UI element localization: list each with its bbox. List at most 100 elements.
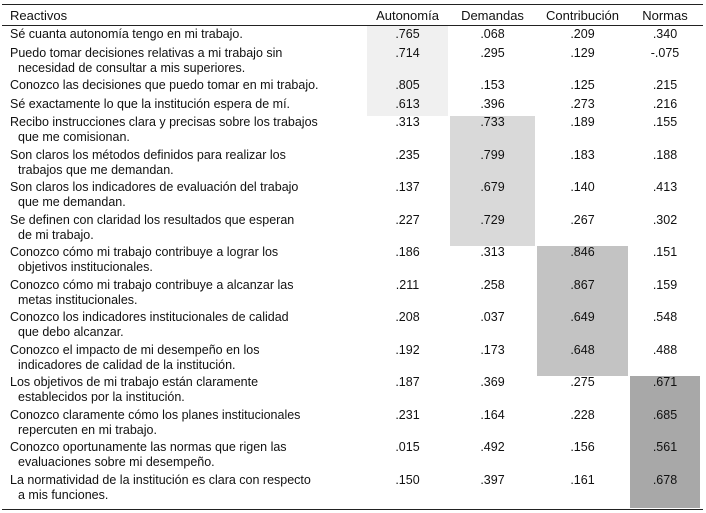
item-text: Se definen con claridad los resultados q… xyxy=(10,212,295,227)
loading-value: .649 xyxy=(570,310,595,324)
loading-value: .267 xyxy=(570,212,595,227)
item-text: Son claros los métodos definidos para re… xyxy=(10,147,286,162)
loading-value: .340 xyxy=(652,27,678,41)
loading-value: .678 xyxy=(652,472,678,487)
loading-value: .561 xyxy=(652,440,678,454)
loading-value: .613 xyxy=(395,96,420,111)
top-rule xyxy=(2,4,703,5)
item-text: Conozco las decisiones que puedo tomar e… xyxy=(10,78,319,92)
loading-value: .189 xyxy=(570,115,595,129)
item-text: que debo alcanzar. xyxy=(18,325,124,339)
item-text: objetivos institucionales. xyxy=(18,260,153,274)
loading-value: .313 xyxy=(395,115,420,129)
loading-value: .209 xyxy=(570,27,595,41)
loading-value: .235 xyxy=(395,147,420,162)
column-header: Contribución xyxy=(546,8,619,23)
loading-value: .413 xyxy=(652,180,678,194)
item-text: establecidos por la institución. xyxy=(18,390,185,404)
item-text: repercuten en mi trabajo. xyxy=(18,422,157,437)
loading-value: .733 xyxy=(480,115,505,129)
loading-value: .015 xyxy=(395,440,420,454)
loading-value: .302 xyxy=(652,212,678,227)
loading-value: .161 xyxy=(570,472,595,487)
loading-value: .228 xyxy=(570,407,595,422)
loading-value: .685 xyxy=(652,407,678,422)
loading-value: .492 xyxy=(480,440,505,454)
loading-value: .211 xyxy=(395,277,420,292)
loading-value: .714 xyxy=(395,45,420,60)
item-text: evaluaciones sobre mi desempeño. xyxy=(18,455,215,469)
loading-value: .679 xyxy=(480,180,505,194)
item-text: Conozco cómo mi trabajo contribuye a log… xyxy=(10,245,279,259)
loading-value: .188 xyxy=(652,147,678,162)
highlight xyxy=(630,376,700,508)
item-text: necesidad de consultar a mis superiores. xyxy=(18,60,246,75)
item-text: de mi trabajo. xyxy=(18,227,94,242)
loading-value: .183 xyxy=(570,147,595,162)
header-rule xyxy=(2,25,703,26)
loading-value: .215 xyxy=(652,78,678,92)
item-text: que me comisionan. xyxy=(18,130,130,144)
loading-value: .273 xyxy=(570,96,595,111)
loading-value: .156 xyxy=(570,440,595,454)
item-text: que me demandan. xyxy=(18,195,126,209)
loading-value: .313 xyxy=(480,245,505,259)
highlight xyxy=(450,116,535,246)
loading-value: .164 xyxy=(480,407,505,422)
loading-value: .488 xyxy=(652,342,678,357)
loading-value: .671 xyxy=(652,375,678,389)
column-header: Demandas xyxy=(461,8,524,23)
bottom-rule xyxy=(2,509,703,510)
loading-value: .150 xyxy=(395,472,420,487)
column-header: Autonomía xyxy=(376,8,439,23)
column-header: Reactivos xyxy=(10,8,68,23)
item-text: Puedo tomar decisiones relativas a mi tr… xyxy=(10,45,283,60)
item-text: Conozco el impacto de mi desempeño en lo… xyxy=(10,342,260,357)
loading-value: .805 xyxy=(395,78,420,92)
loading-value: .396 xyxy=(480,96,505,111)
item-text: Sé exactamente lo que la institución esp… xyxy=(10,96,291,111)
highlight xyxy=(537,246,628,376)
loading-value: .068 xyxy=(480,27,505,41)
highlight xyxy=(367,26,448,116)
loading-value: .159 xyxy=(652,277,678,292)
loading-value: .192 xyxy=(395,342,420,357)
item-text: Sé cuanta autonomía tengo en mi trabajo. xyxy=(10,27,243,41)
column-header: Normas xyxy=(642,8,688,23)
loading-value: .173 xyxy=(480,342,505,357)
loading-value: .295 xyxy=(480,45,505,60)
loading-value: -.075 xyxy=(650,45,680,60)
loading-value: .129 xyxy=(570,45,595,60)
item-text: Conozco oportunamente las normas que rig… xyxy=(10,440,287,454)
item-text: Conozco claramente cómo los planes insti… xyxy=(10,407,301,422)
loading-value: .208 xyxy=(395,310,420,324)
item-text: trabajos que me demandan. xyxy=(18,162,174,177)
item-text: indicadores de calidad de la institución… xyxy=(18,357,236,372)
item-text: Conozco los indicadores institucionales … xyxy=(10,310,289,324)
loading-value: .155 xyxy=(652,115,678,129)
loading-value: .125 xyxy=(570,78,595,92)
loading-value: .137 xyxy=(395,180,420,194)
loading-value: .187 xyxy=(395,375,420,389)
loading-value: .397 xyxy=(480,472,505,487)
item-text: La normatividad de la institución es cla… xyxy=(10,472,311,487)
loading-value: .867 xyxy=(570,277,595,292)
loading-value: .227 xyxy=(395,212,420,227)
loading-value: .729 xyxy=(480,212,505,227)
loading-value: .258 xyxy=(480,277,505,292)
loading-value: .548 xyxy=(652,310,678,324)
item-text: Los objetivos de mi trabajo están claram… xyxy=(10,375,259,389)
loading-value: .151 xyxy=(652,245,678,259)
item-text: Son claros los indicadores de evaluación… xyxy=(10,180,299,194)
loading-value: .799 xyxy=(480,147,505,162)
loading-value: .275 xyxy=(570,375,595,389)
loading-value: .216 xyxy=(652,96,678,111)
loading-value: .153 xyxy=(480,78,505,92)
loading-value: .369 xyxy=(480,375,505,389)
loading-value: .186 xyxy=(395,245,420,259)
item-text: a mis funciones. xyxy=(18,487,109,502)
loading-value: .765 xyxy=(395,27,420,41)
loading-value: .140 xyxy=(570,180,595,194)
loading-value: .037 xyxy=(480,310,505,324)
